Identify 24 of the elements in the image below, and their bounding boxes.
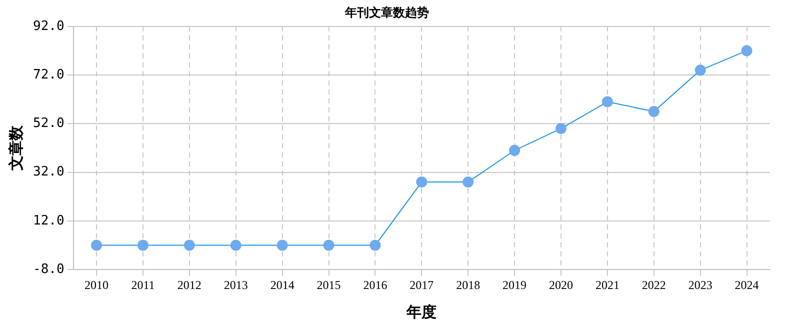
x-tick-label: 2016 <box>363 278 388 292</box>
x-tick-label: 2019 <box>502 278 527 292</box>
y-tick-label: 12.0 <box>32 213 64 228</box>
y-tick-label: 32.0 <box>32 164 64 180</box>
x-tick-label: 2024 <box>734 278 759 292</box>
x-tick-label: 2023 <box>688 278 712 292</box>
x-tick-label: 2012 <box>177 278 202 292</box>
x-axis-title: 年度 <box>406 302 437 321</box>
x-tick-label: 2018 <box>456 278 480 292</box>
x-tick-label: 2014 <box>270 278 294 292</box>
y-tick-label: -8.0 <box>32 262 64 277</box>
x-tick-label: 2015 <box>316 278 341 292</box>
x-tick-label: 2011 <box>131 278 155 292</box>
chart-title: 年刊文章数趋势 <box>344 5 429 20</box>
y-tick-label: 92.0 <box>32 18 64 34</box>
y-tick-label: 52.0 <box>32 116 64 132</box>
y-tick-label: 72.0 <box>32 67 64 82</box>
x-tick-label: 2017 <box>410 278 434 292</box>
x-tick-label: 2022 <box>642 278 666 292</box>
x-tick-label: 2013 <box>224 278 248 292</box>
x-tick-label: 2020 <box>548 278 573 292</box>
y-axis-title: 文章数 <box>6 124 25 172</box>
x-tick-label: 2010 <box>84 278 109 292</box>
x-tick-label: 2021 <box>595 278 620 292</box>
